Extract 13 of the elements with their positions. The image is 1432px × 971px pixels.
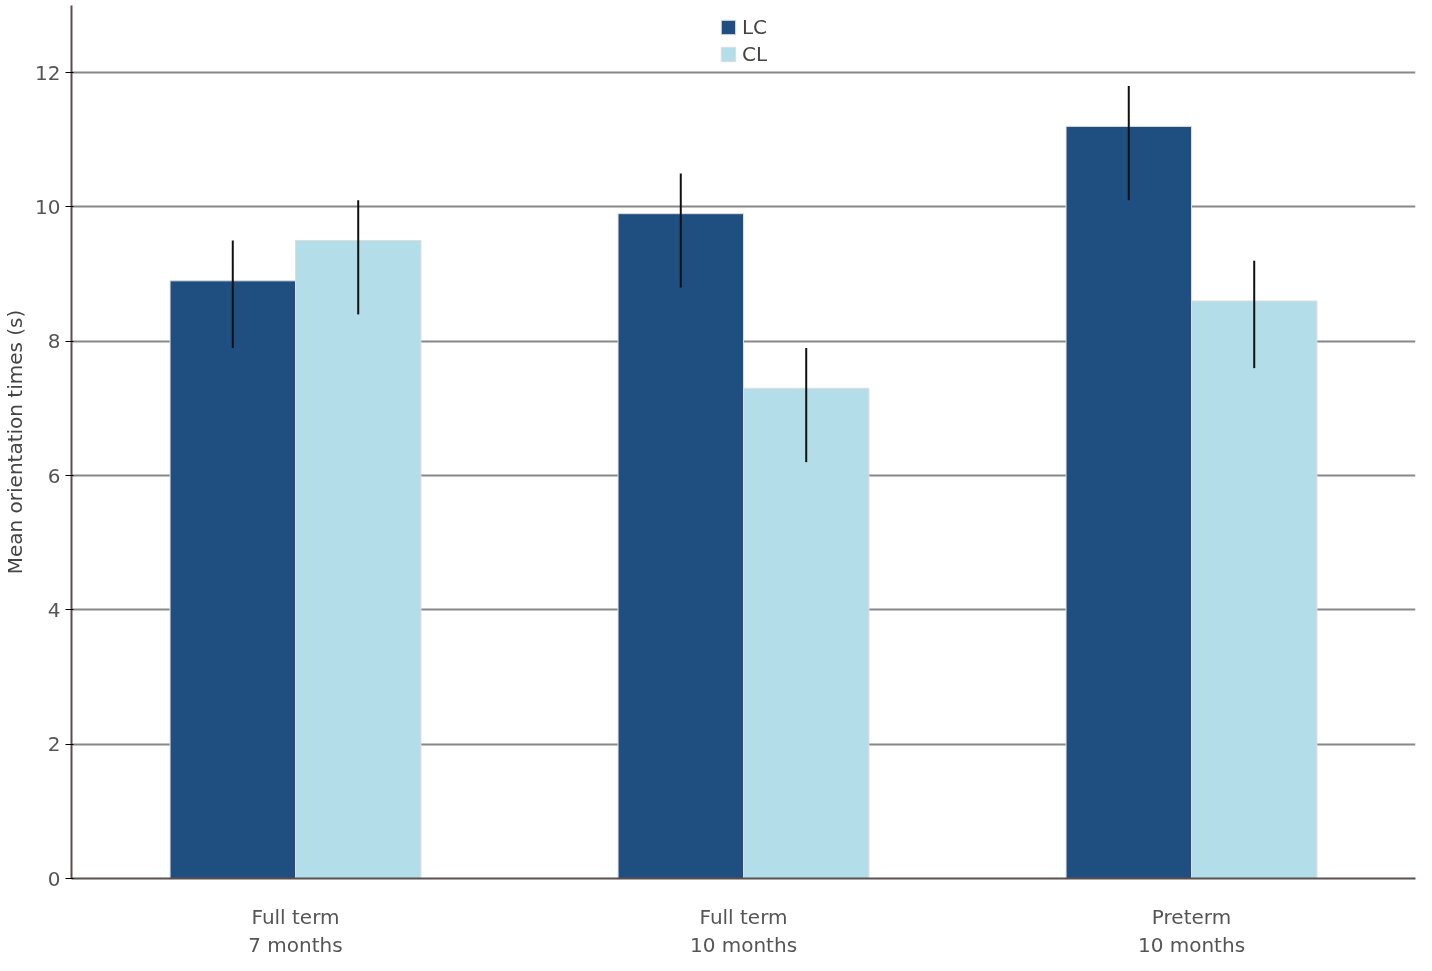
x-tick-label: Preterm 10 months [1137, 904, 1246, 958]
y-tick-label: 2 [47, 732, 61, 757]
y-tick-label: 12 [35, 60, 61, 85]
legend-label: CL [741, 42, 768, 66]
legend-label: LC [741, 15, 768, 39]
y-tick-label: 0 [47, 866, 61, 891]
x-tick-label: Full term 10 months [689, 904, 798, 958]
x-tick-label: Full term 7 months [248, 904, 343, 958]
y-tick-label: 8 [47, 329, 61, 354]
y-axis-title: Mean orientation times (s) [3, 309, 28, 575]
y-tick-label: 6 [47, 463, 61, 488]
y-tick-label: 10 [35, 194, 61, 219]
y-tick-label: 4 [47, 597, 61, 622]
